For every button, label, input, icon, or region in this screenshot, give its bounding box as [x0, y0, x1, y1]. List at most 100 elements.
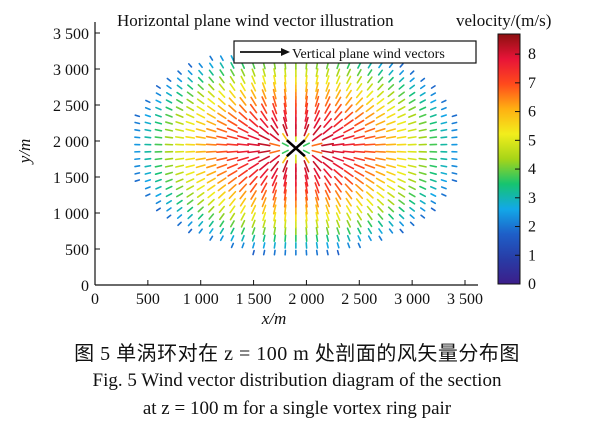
wind-vector	[229, 212, 236, 221]
wind-vector	[166, 214, 172, 219]
x-axis-label-text: x/m	[261, 309, 287, 328]
wind-vector	[216, 157, 228, 161]
wind-vector	[144, 164, 152, 168]
wind-vector	[187, 221, 193, 227]
wind-vector	[207, 90, 215, 98]
wind-vector	[251, 219, 256, 228]
wind-vector	[282, 154, 289, 164]
wind-vector	[154, 136, 163, 139]
wind-vector	[377, 213, 384, 220]
wind-vector	[145, 193, 151, 197]
wind-vector	[332, 126, 344, 134]
wind-vector	[154, 164, 163, 168]
wind-vector	[336, 68, 341, 77]
wind-vector	[376, 98, 385, 105]
wind-vector	[342, 135, 355, 140]
wind-vector	[187, 213, 193, 220]
wind-vector	[419, 192, 427, 198]
wind-vector	[218, 198, 226, 206]
wind-vector	[237, 127, 249, 134]
wind-vector	[314, 196, 320, 208]
wind-vector	[257, 142, 271, 147]
wind-vector	[355, 90, 363, 99]
wind-vector	[386, 128, 396, 133]
wind-vector	[187, 77, 193, 83]
wind-vector	[269, 142, 281, 147]
wind-vector	[366, 83, 374, 91]
wind-vector	[354, 112, 364, 120]
wind-vector	[260, 103, 268, 114]
wind-vector	[230, 62, 235, 69]
wind-vector	[326, 249, 329, 256]
wind-vector	[175, 178, 184, 183]
x-tick-label: 1 000	[183, 291, 219, 308]
wind-vector	[311, 133, 323, 142]
wind-vector	[387, 192, 395, 198]
wind-vector	[303, 132, 310, 142]
wind-vector	[334, 190, 342, 200]
wind-vector	[399, 228, 404, 234]
wind-vector	[165, 121, 173, 125]
wind-vector	[375, 135, 386, 140]
wind-vector	[240, 205, 246, 214]
wind-vector	[429, 178, 437, 183]
wind-vector	[333, 169, 343, 178]
wind-vector	[321, 142, 335, 147]
wind-vector	[165, 92, 173, 97]
wind-vector	[343, 163, 355, 170]
wind-vector	[367, 235, 372, 242]
wind-vector	[399, 70, 405, 76]
wind-vector	[250, 96, 257, 107]
wind-vector	[345, 82, 352, 92]
wind-vector	[302, 142, 311, 147]
colorbar-tick-label: 1	[528, 247, 536, 264]
wind-vector	[283, 95, 287, 108]
wind-vector	[273, 242, 276, 249]
wind-vector	[325, 75, 330, 85]
wind-vector	[364, 127, 376, 133]
wind-vector	[409, 214, 415, 219]
wind-vector	[262, 75, 267, 85]
wind-vector	[207, 184, 216, 191]
wind-vector	[187, 228, 193, 234]
wind-vector	[195, 135, 206, 139]
wind-vector	[429, 121, 437, 125]
wind-vector	[282, 132, 289, 142]
wind-vector	[304, 102, 309, 115]
wind-vector	[408, 106, 416, 111]
wind-vector	[250, 89, 257, 99]
wind-vector	[261, 204, 267, 215]
wind-vector	[195, 171, 206, 176]
wind-vector	[418, 178, 427, 183]
wind-vector	[283, 181, 288, 194]
wind-vector	[258, 155, 271, 163]
wind-vector	[325, 89, 331, 100]
wind-vector	[237, 119, 249, 127]
wind-vector	[342, 156, 355, 162]
wind-vector	[217, 177, 227, 184]
wind-vector	[237, 169, 249, 178]
wind-vector	[321, 155, 334, 163]
wind-vector	[304, 109, 309, 122]
wind-vector	[365, 191, 374, 199]
wind-vector	[284, 68, 287, 78]
wind-vector	[283, 88, 287, 100]
wind-vector	[408, 178, 417, 183]
wind-vector	[397, 120, 407, 126]
y-tick-label: 1 500	[53, 170, 89, 187]
wind-vector	[144, 179, 152, 183]
wind-vector	[386, 120, 396, 126]
wind-vector	[155, 193, 162, 197]
wind-vector	[249, 182, 258, 193]
wind-vector	[315, 242, 319, 249]
wind-vector	[407, 157, 417, 161]
wind-vector	[332, 156, 345, 162]
wind-vector	[154, 128, 163, 132]
wind-vector	[367, 69, 373, 76]
chart-title: Horizontal plane wind vector illustratio…	[117, 11, 394, 30]
wind-vector	[420, 77, 426, 82]
wind-vector	[386, 171, 396, 176]
wind-vector	[283, 174, 288, 187]
wind-vector	[326, 234, 330, 242]
wind-vector	[324, 103, 331, 114]
